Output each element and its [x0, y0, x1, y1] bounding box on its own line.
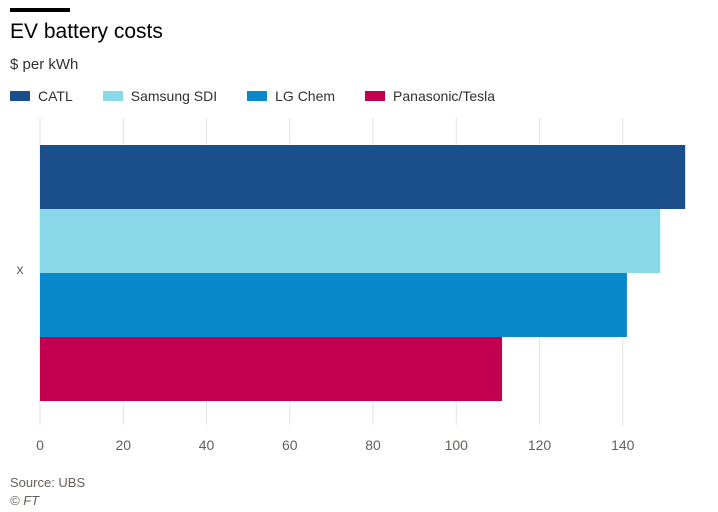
chart-subtitle: $ per kWh	[10, 56, 79, 73]
copyright: © FT	[10, 493, 40, 508]
legend-label: CATL	[38, 88, 73, 104]
y-category-label: x	[17, 261, 24, 277]
legend-swatch	[10, 91, 30, 101]
x-tick-label: 60	[282, 437, 298, 453]
legend-swatch	[365, 91, 386, 101]
x-tick-label: 120	[528, 437, 552, 453]
bar-catl	[40, 145, 686, 209]
legend-label: Panasonic/Tesla	[393, 88, 495, 104]
x-tick-label: 0	[36, 437, 44, 453]
bar-lg-chem	[40, 273, 627, 337]
x-tick-label: 20	[115, 437, 131, 453]
chart-title: EV battery costs	[10, 20, 163, 43]
bar-panasonic-tesla	[40, 337, 503, 401]
source-note: Source: UBS	[10, 475, 86, 490]
legend-label: Samsung SDI	[130, 88, 218, 104]
x-tick-label: 80	[365, 437, 381, 453]
bar-samsung-sdi	[40, 209, 661, 273]
legend-item-panasonic-tesla: Panasonic/Tesla	[365, 88, 495, 104]
legend-swatch	[247, 91, 268, 101]
legend-item-lg-chem: LG Chem	[247, 88, 335, 104]
legend-item-samsung-sdi: Samsung SDI	[102, 88, 218, 104]
legend-label: LG Chem	[275, 88, 336, 104]
x-tick-label: 40	[199, 437, 215, 453]
x-tick-label: 140	[611, 437, 635, 453]
legend: CATL Samsung SDI LG Chem Panasonic/Tesla	[10, 88, 525, 104]
top-rule	[10, 8, 70, 12]
x-tick-label: 100	[445, 437, 469, 453]
legend-swatch	[102, 91, 123, 101]
legend-item-catl: CATL	[10, 88, 73, 104]
